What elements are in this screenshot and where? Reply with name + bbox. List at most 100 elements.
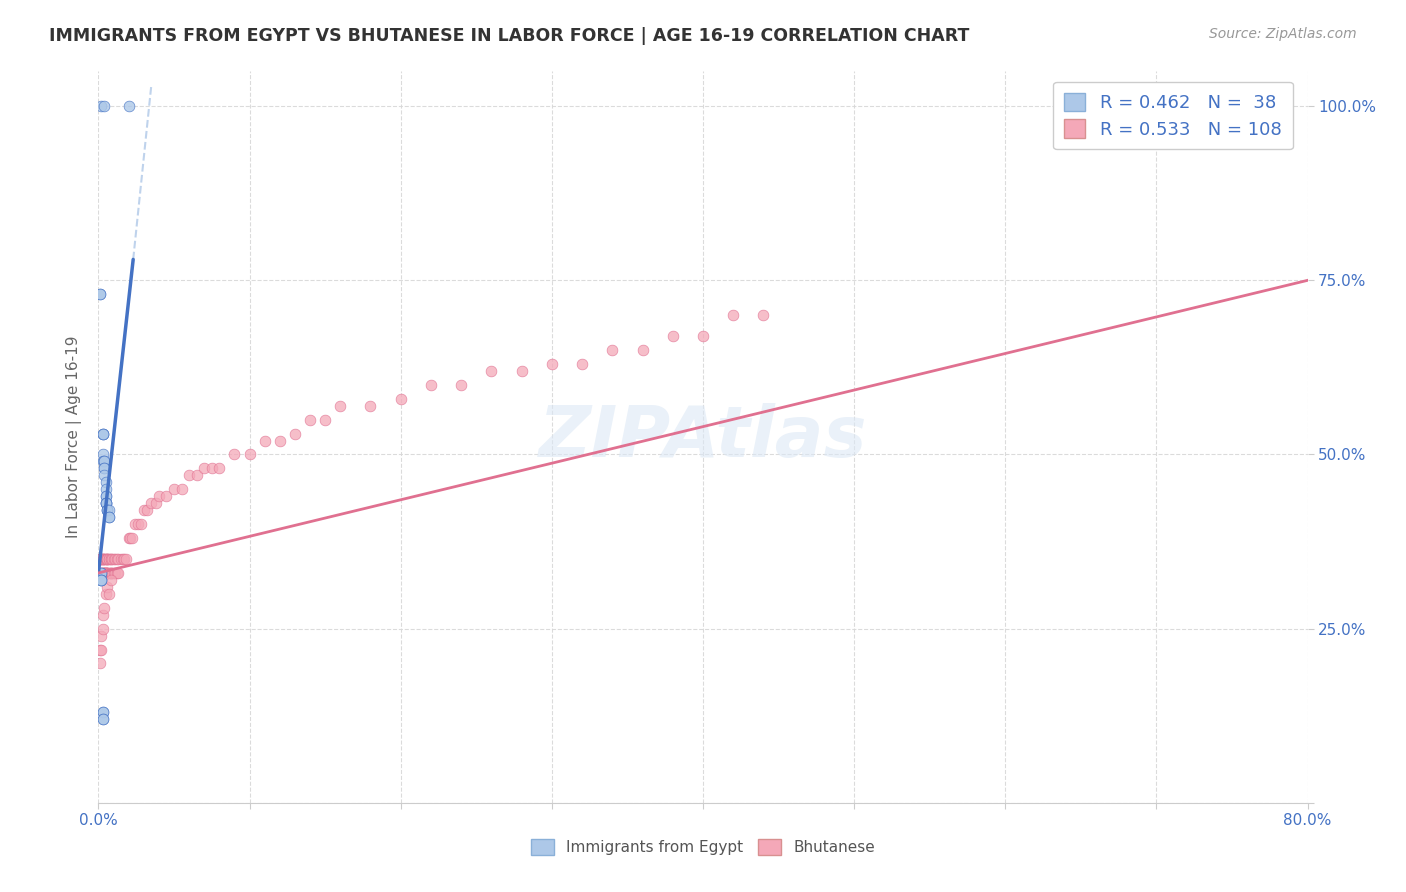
Point xyxy=(93,468,115,483)
Point xyxy=(94,552,117,566)
Point xyxy=(179,468,201,483)
Point xyxy=(100,573,122,587)
Point xyxy=(129,517,152,532)
Point xyxy=(450,377,472,392)
Point xyxy=(540,357,562,371)
Point xyxy=(94,566,117,580)
Point xyxy=(90,573,112,587)
Point xyxy=(94,566,117,580)
Point xyxy=(91,705,114,719)
Point xyxy=(94,483,117,497)
Point xyxy=(100,552,122,566)
Point xyxy=(208,461,231,475)
Point xyxy=(186,468,208,483)
Y-axis label: In Labor Force | Age 16-19: In Labor Force | Age 16-19 xyxy=(66,335,83,539)
Point xyxy=(91,712,114,726)
Point xyxy=(571,357,593,371)
Point xyxy=(111,552,134,566)
Point xyxy=(96,503,118,517)
Point xyxy=(100,566,122,580)
Point xyxy=(94,587,117,601)
Point xyxy=(723,308,745,322)
Point xyxy=(91,566,114,580)
Point xyxy=(90,642,112,657)
Point xyxy=(239,448,262,462)
Point xyxy=(692,329,714,343)
Point xyxy=(163,483,186,497)
Point xyxy=(193,461,215,475)
Point xyxy=(93,600,115,615)
Point xyxy=(93,454,115,468)
Point xyxy=(90,573,112,587)
Point xyxy=(90,566,112,580)
Point xyxy=(89,552,111,566)
Point xyxy=(93,461,115,475)
Point xyxy=(90,552,112,566)
Point xyxy=(98,510,121,524)
Point xyxy=(103,552,125,566)
Point xyxy=(105,552,128,566)
Point xyxy=(101,566,124,580)
Point xyxy=(93,566,115,580)
Point xyxy=(98,566,121,580)
Point xyxy=(420,377,443,392)
Point xyxy=(94,566,117,580)
Point xyxy=(91,448,114,462)
Point xyxy=(155,489,177,503)
Point xyxy=(752,308,775,322)
Point xyxy=(602,343,624,357)
Point xyxy=(124,517,146,532)
Point xyxy=(89,287,111,301)
Text: IMMIGRANTS FROM EGYPT VS BHUTANESE IN LABOR FORCE | AGE 16-19 CORRELATION CHART: IMMIGRANTS FROM EGYPT VS BHUTANESE IN LA… xyxy=(49,27,970,45)
Point xyxy=(89,566,111,580)
Point xyxy=(91,552,114,566)
Point xyxy=(120,531,142,545)
Text: ZIPAtlas: ZIPAtlas xyxy=(538,402,868,472)
Point xyxy=(91,566,114,580)
Point xyxy=(94,566,117,580)
Point xyxy=(89,552,111,566)
Point xyxy=(96,566,118,580)
Point xyxy=(90,566,112,580)
Point xyxy=(98,552,121,566)
Point xyxy=(91,712,114,726)
Point xyxy=(148,489,170,503)
Point xyxy=(91,426,114,441)
Point xyxy=(145,496,167,510)
Point xyxy=(94,475,117,490)
Point xyxy=(94,496,117,510)
Point xyxy=(100,566,122,580)
Point xyxy=(91,622,114,636)
Point xyxy=(94,489,117,503)
Point xyxy=(96,566,118,580)
Point xyxy=(96,552,118,566)
Point xyxy=(94,496,117,510)
Point xyxy=(141,496,163,510)
Point xyxy=(93,566,115,580)
Point xyxy=(90,566,112,580)
Point xyxy=(661,329,683,343)
Point xyxy=(121,531,143,545)
Point xyxy=(94,496,117,510)
Point xyxy=(269,434,291,448)
Point xyxy=(89,287,111,301)
Point xyxy=(94,566,117,580)
Point xyxy=(135,503,157,517)
Point xyxy=(631,343,654,357)
Point xyxy=(93,566,115,580)
Point xyxy=(93,461,115,475)
Point xyxy=(98,503,121,517)
Point xyxy=(91,552,114,566)
Point xyxy=(96,552,118,566)
Point xyxy=(96,503,118,517)
Point xyxy=(93,99,115,113)
Point xyxy=(90,573,112,587)
Point xyxy=(93,552,115,566)
Point xyxy=(90,629,112,643)
Point xyxy=(299,412,322,426)
Point xyxy=(90,552,112,566)
Point xyxy=(90,566,112,580)
Point xyxy=(104,566,127,580)
Point xyxy=(510,364,533,378)
Point xyxy=(93,454,115,468)
